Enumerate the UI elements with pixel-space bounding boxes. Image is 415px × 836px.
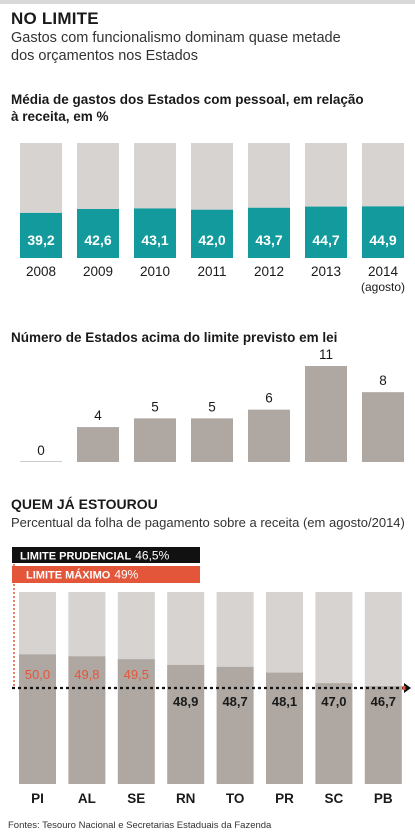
bar	[19, 654, 56, 784]
chart1-title-line1: Média de gastos dos Estados com pessoal,…	[11, 92, 364, 107]
data-label: 6	[265, 391, 273, 406]
bar	[305, 206, 347, 258]
bar-background	[305, 143, 347, 207]
chart3-title: QUEM JÁ ESTOUROU	[11, 496, 158, 512]
bar	[77, 209, 119, 258]
average-spending-chart: 39,2 2008 42,6 2009 43,1 2010 42,0 2011 43,7 2012…	[20, 143, 405, 294]
data-label: 42,0	[198, 232, 225, 248]
data-label: 48,7	[222, 694, 247, 709]
data-label: 43,7	[255, 232, 282, 248]
page-title: NO LIMITE	[11, 9, 99, 28]
states-above-limit-chart: 0 4 5 5 6 11 8	[20, 347, 404, 462]
x-tick-label: 2012	[254, 264, 284, 279]
bar-background	[191, 143, 233, 210]
x-tick-label: PI	[31, 791, 44, 806]
chart3-subtitle: Percentual da folha de pagamento sobre a…	[11, 515, 405, 530]
data-label: 49,8	[74, 667, 99, 682]
maximum-limit-name: LIMITE MÁXIMO	[26, 569, 111, 582]
bar	[167, 664, 205, 784]
bar	[364, 686, 402, 784]
data-label: 44,7	[312, 232, 339, 248]
prudential-limit-name: LIMITE PRUDENCIAL	[20, 551, 132, 563]
prudential-limit-label: LIMITE PRUDENCIAL 46,5%	[20, 549, 170, 563]
x-tick-label: PR	[275, 791, 294, 806]
data-label: 47,0	[321, 694, 346, 709]
bar	[134, 208, 176, 258]
data-label: 48,9	[173, 694, 198, 709]
data-label: 5	[208, 399, 216, 414]
x-tick-label: SC	[325, 791, 344, 806]
bar	[266, 672, 303, 784]
x-tick-label: 2013	[311, 264, 341, 279]
bar	[248, 409, 290, 462]
x-tick-label: PB	[374, 791, 393, 806]
data-label: 8	[379, 373, 387, 388]
bar-background	[77, 143, 119, 210]
bar	[68, 656, 106, 784]
bar	[134, 418, 176, 462]
bar	[191, 418, 233, 462]
maximum-limit-box	[12, 566, 200, 583]
data-label: 44,9	[369, 232, 396, 248]
bar	[362, 392, 404, 462]
source-note: Fontes: Tesouro Nacional e Secretarias E…	[8, 820, 272, 831]
data-label: 49,5	[124, 667, 149, 682]
bar	[20, 212, 62, 258]
bar	[248, 207, 290, 258]
bar	[77, 427, 119, 462]
bar-background	[134, 143, 176, 209]
bar-background	[364, 592, 402, 688]
x-tick-label: 2010	[140, 264, 170, 279]
bar	[315, 683, 353, 784]
x-tick-label: RN	[176, 791, 196, 806]
data-label: 5	[151, 399, 159, 414]
prudential-limit-box	[12, 547, 200, 563]
prudential-limit-value: 46,5%	[135, 549, 169, 563]
data-label: 39,2	[27, 232, 54, 248]
top-rule	[0, 0, 415, 4]
bar	[20, 461, 62, 462]
page-subtitle-line2: dos orçamentos nos Estados	[11, 48, 198, 64]
data-label: 46,7	[371, 694, 396, 709]
x-tick-label: SE	[127, 791, 145, 806]
bar	[305, 366, 347, 462]
maximum-limit-label: LIMITE MÁXIMO 49%	[26, 568, 139, 582]
prudential-limit-arrow	[404, 683, 411, 693]
bar	[191, 209, 233, 258]
data-label: 43,1	[141, 232, 168, 248]
bar-background	[266, 592, 303, 688]
chart1-title-line2: à receita, em %	[11, 109, 109, 124]
data-label: 48,1	[272, 694, 297, 709]
data-label: 50,0	[25, 667, 50, 682]
bar-background	[362, 143, 404, 207]
x-tick-label: 2009	[83, 264, 113, 279]
bar	[216, 666, 254, 784]
data-label: 0	[37, 443, 45, 458]
bar-background	[20, 143, 62, 213]
bar-background	[248, 143, 290, 208]
x-tick-label: 2014	[368, 264, 399, 279]
maximum-limit-value: 49%	[114, 568, 138, 582]
x-tick-label: AL	[78, 791, 96, 806]
x-tick-note: (agosto)	[361, 280, 405, 294]
bar-background	[315, 592, 353, 688]
page-subtitle-line1: Gastos com funcionalismo dominam quase m…	[11, 30, 341, 46]
states-over-limit-chart: 50,0 PI 49,8 AL 49,5 SE 48,9 RN 48,7 TO 48,1 PR 47,0…	[12, 547, 411, 806]
data-label: 11	[319, 347, 333, 362]
x-tick-label: TO	[226, 791, 245, 806]
bar	[117, 659, 155, 784]
data-label: 42,6	[84, 232, 111, 248]
data-label: 4	[94, 408, 102, 423]
x-tick-label: 2011	[197, 264, 226, 279]
chart2-title: Número de Estados acima do limite previs…	[11, 330, 338, 345]
bar	[362, 206, 404, 258]
x-tick-label: 2008	[26, 264, 56, 279]
